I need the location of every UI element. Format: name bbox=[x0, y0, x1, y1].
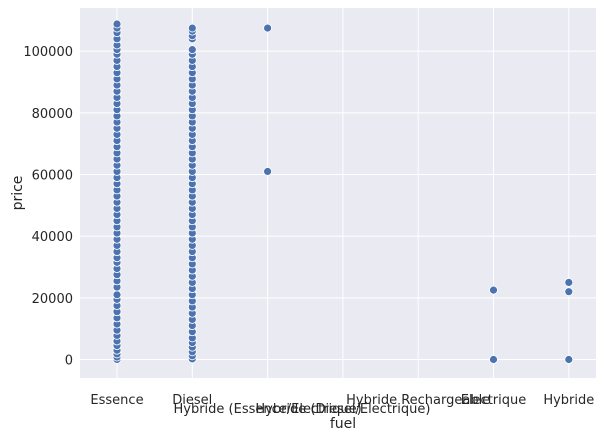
y-tick-label: 60000 bbox=[32, 169, 73, 184]
data-points bbox=[112, 19, 574, 364]
y-tick-label: 80000 bbox=[32, 107, 73, 122]
y-tick-label: 100000 bbox=[23, 45, 73, 60]
data-point bbox=[564, 287, 574, 297]
y-axis-label: price bbox=[10, 176, 26, 211]
data-point bbox=[263, 167, 273, 176]
data-point bbox=[489, 285, 498, 295]
data-point bbox=[112, 19, 122, 29]
y-tick-label: 0 bbox=[65, 354, 73, 369]
x-tick-label: Electrique bbox=[461, 393, 527, 408]
y-tick-labels: 0 20000 40000 60000 80000 100000 bbox=[23, 45, 73, 368]
grid bbox=[80, 8, 596, 378]
data-point bbox=[187, 45, 197, 55]
data-point bbox=[112, 290, 122, 300]
x-tick-label: Hybride (Essence/Electrique) bbox=[173, 402, 361, 417]
data-point bbox=[564, 355, 574, 364]
x-axis-label: fuel bbox=[330, 416, 356, 432]
x-tick-label: Hybride (Diesel/Electrique) bbox=[255, 402, 430, 417]
y-tick-label: 40000 bbox=[32, 230, 73, 245]
x-tick-label: Diesel bbox=[172, 393, 212, 408]
data-point bbox=[187, 23, 197, 33]
x-tick-label: Hybride Rechargeable bbox=[346, 393, 490, 408]
x-tick-label: Essence bbox=[90, 393, 143, 408]
data-point bbox=[564, 278, 574, 287]
x-tick-label: Hybride bbox=[543, 393, 594, 408]
data-point bbox=[263, 23, 273, 33]
plot-area bbox=[80, 8, 596, 378]
data-point bbox=[489, 355, 498, 364]
y-tick-label: 20000 bbox=[32, 292, 73, 307]
